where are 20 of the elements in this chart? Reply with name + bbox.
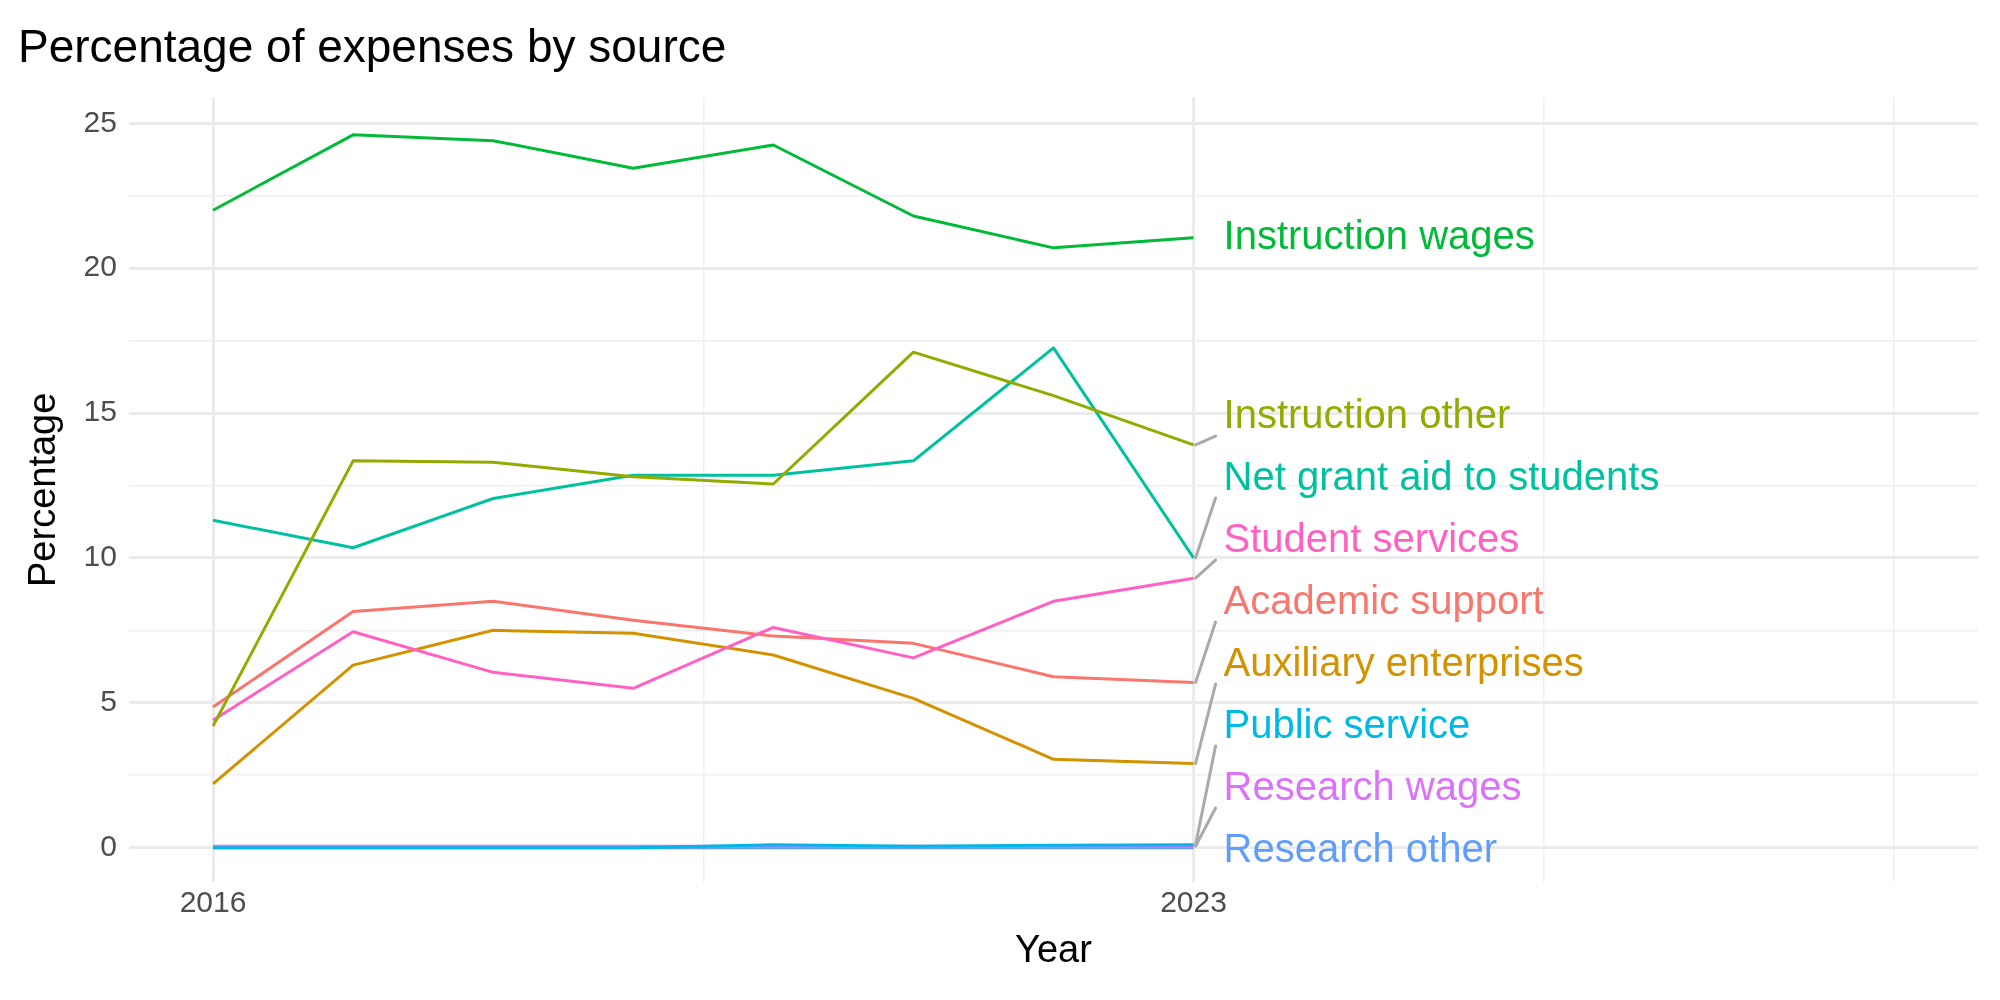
series-label: Instruction other: [1223, 392, 1511, 437]
chart-title: Percentage of expenses by source: [18, 20, 727, 73]
y-tick-label: 25: [83, 104, 117, 138]
series-label: Research wages: [1223, 764, 1522, 809]
x-tick-label: 2016: [179, 884, 247, 918]
series-label: Net grant aid to students: [1223, 454, 1660, 499]
x-tick-label: 2023: [1160, 884, 1227, 918]
y-tick-label: 5: [100, 684, 117, 718]
x-axis-title: Year: [1015, 927, 1093, 970]
text: Public service: [1223, 702, 1471, 747]
series-label: Instruction wages: [1223, 212, 1535, 257]
series-label: Research other: [1223, 826, 1498, 871]
series-label: Academic support: [1223, 578, 1544, 623]
y-axis-title: Percentage: [21, 392, 64, 587]
y-tick-label: 10: [83, 539, 117, 573]
y-tick-label: 0: [100, 828, 117, 862]
series-label: Student services: [1223, 516, 1520, 561]
text: Auxiliary enterprises: [1223, 640, 1584, 685]
y-tick-label: 15: [83, 394, 117, 428]
y-tick-label: 20: [83, 249, 117, 283]
